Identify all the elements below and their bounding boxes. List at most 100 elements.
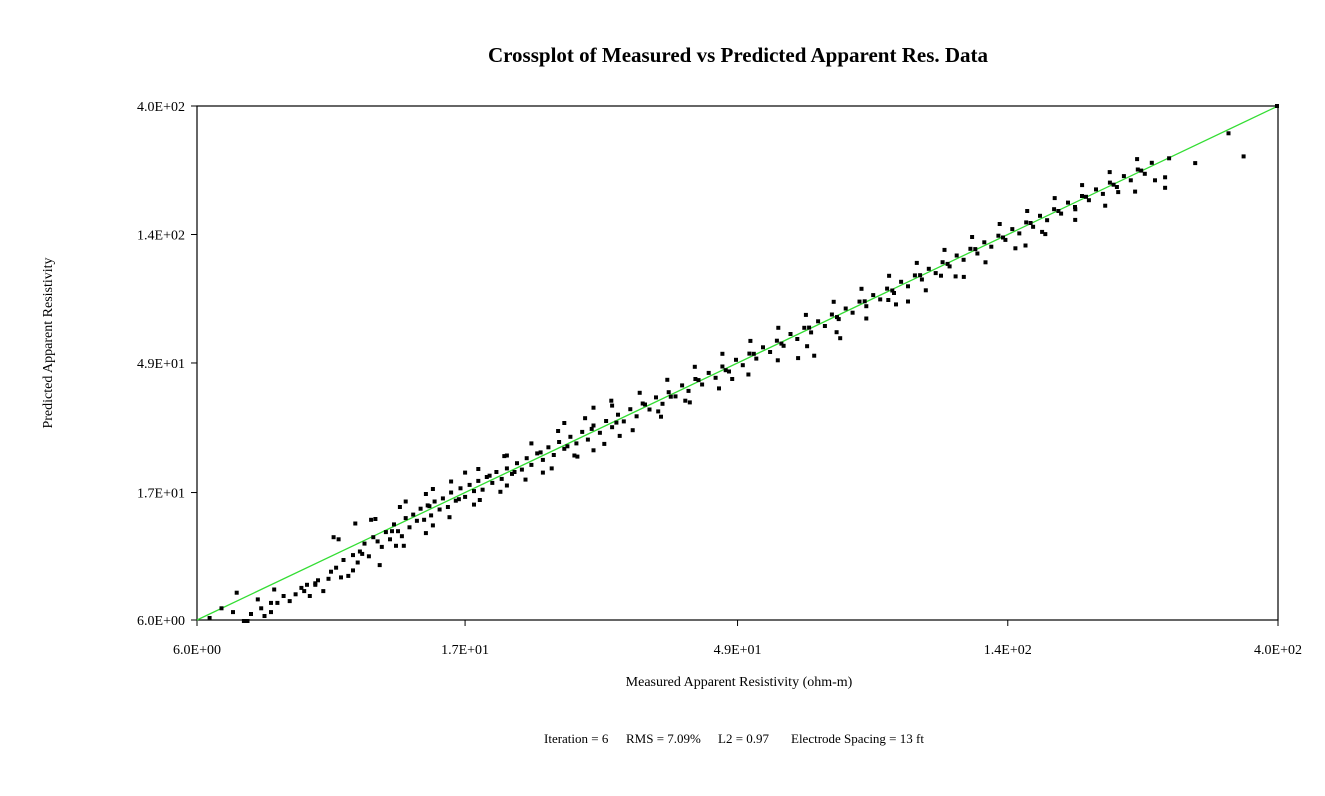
y-tick-label: 1.7E+01 <box>137 487 185 502</box>
data-point <box>838 336 843 341</box>
data-point <box>961 274 966 279</box>
data-point <box>829 312 834 317</box>
data-point <box>287 599 292 604</box>
data-point <box>692 364 697 369</box>
y-axis: 6.0E+00 1.7E+01 4.9E+01 1.4E+02 4.0E+02 <box>137 100 197 629</box>
data-point <box>747 351 752 356</box>
data-point <box>717 386 721 391</box>
data-point <box>1167 156 1172 161</box>
data-point <box>740 363 745 368</box>
data-point <box>447 515 452 520</box>
data-point <box>1149 160 1154 165</box>
data-point <box>551 453 556 457</box>
data-point <box>983 260 988 265</box>
data-point <box>795 337 800 341</box>
data-point <box>440 496 445 501</box>
data-point <box>610 425 615 430</box>
data-point <box>1086 198 1091 203</box>
data-point <box>989 244 994 249</box>
data-point <box>696 378 701 383</box>
data-point <box>918 273 923 278</box>
data-point <box>275 600 280 605</box>
data-point <box>751 351 756 356</box>
data-point <box>305 582 309 587</box>
data-point <box>1135 157 1140 162</box>
data-point <box>1128 178 1133 183</box>
data-point <box>241 619 246 623</box>
data-point <box>326 576 331 581</box>
data-point <box>504 453 509 458</box>
data-point <box>862 299 867 304</box>
data-point <box>362 541 367 546</box>
data-point <box>982 240 987 245</box>
data-point <box>396 529 400 534</box>
x-tick-label: 6.0E+00 <box>173 643 221 658</box>
data-point <box>313 581 318 586</box>
x-tick-label: 1.4E+02 <box>984 643 1032 658</box>
data-point <box>523 477 528 482</box>
data-point <box>953 274 958 279</box>
data-point <box>640 401 645 406</box>
data-point <box>207 616 212 620</box>
data-point <box>775 358 780 363</box>
data-point <box>899 279 904 284</box>
data-point <box>456 497 461 502</box>
data-point <box>580 429 585 434</box>
data-point <box>535 451 540 456</box>
data-point <box>515 461 519 466</box>
x-tick-label: 4.9E+01 <box>714 643 762 658</box>
data-point <box>686 388 691 393</box>
data-point <box>476 467 481 471</box>
data-point <box>346 573 351 578</box>
data-point <box>589 426 594 431</box>
data-point <box>430 523 435 528</box>
data-point <box>1153 178 1157 183</box>
data-point <box>394 543 398 548</box>
data-point <box>680 383 685 388</box>
data-point <box>562 421 567 425</box>
x-tick-label: 1.7E+01 <box>441 643 489 658</box>
data-point <box>329 569 333 574</box>
data-point <box>390 529 394 534</box>
data-point <box>1135 167 1140 172</box>
data-point <box>822 324 827 328</box>
data-point <box>498 489 503 494</box>
data-point <box>807 325 812 330</box>
data-point <box>371 535 376 540</box>
data-point <box>399 534 404 539</box>
data-point <box>1073 207 1078 212</box>
data-point <box>706 370 711 375</box>
data-point <box>1275 104 1279 108</box>
data-point <box>477 498 482 502</box>
data-point <box>565 444 570 449</box>
data-point <box>864 304 869 309</box>
data-point <box>375 539 380 544</box>
data-point <box>403 499 408 504</box>
data-point <box>575 454 580 459</box>
data-point <box>476 478 481 483</box>
data-point <box>423 492 428 496</box>
l2-annotation: L2 = 0.97 <box>718 731 770 746</box>
data-point <box>727 369 731 374</box>
data-point <box>1193 161 1198 166</box>
data-point <box>334 565 339 570</box>
data-point <box>591 448 596 453</box>
data-point <box>231 610 235 615</box>
data-point <box>504 466 509 471</box>
data-point <box>779 341 784 346</box>
data-point <box>432 499 437 504</box>
data-point <box>411 512 416 517</box>
data-point <box>357 549 362 554</box>
data-point <box>643 402 647 407</box>
data-point <box>484 475 489 479</box>
data-point <box>803 312 808 317</box>
data-point <box>467 482 472 487</box>
data-point <box>945 261 950 266</box>
data-point <box>373 517 378 521</box>
data-point <box>1031 224 1036 229</box>
data-point <box>414 518 419 523</box>
rms-annotation: RMS = 7.09% <box>626 731 701 746</box>
data-point <box>302 589 307 594</box>
data-point <box>591 423 596 428</box>
